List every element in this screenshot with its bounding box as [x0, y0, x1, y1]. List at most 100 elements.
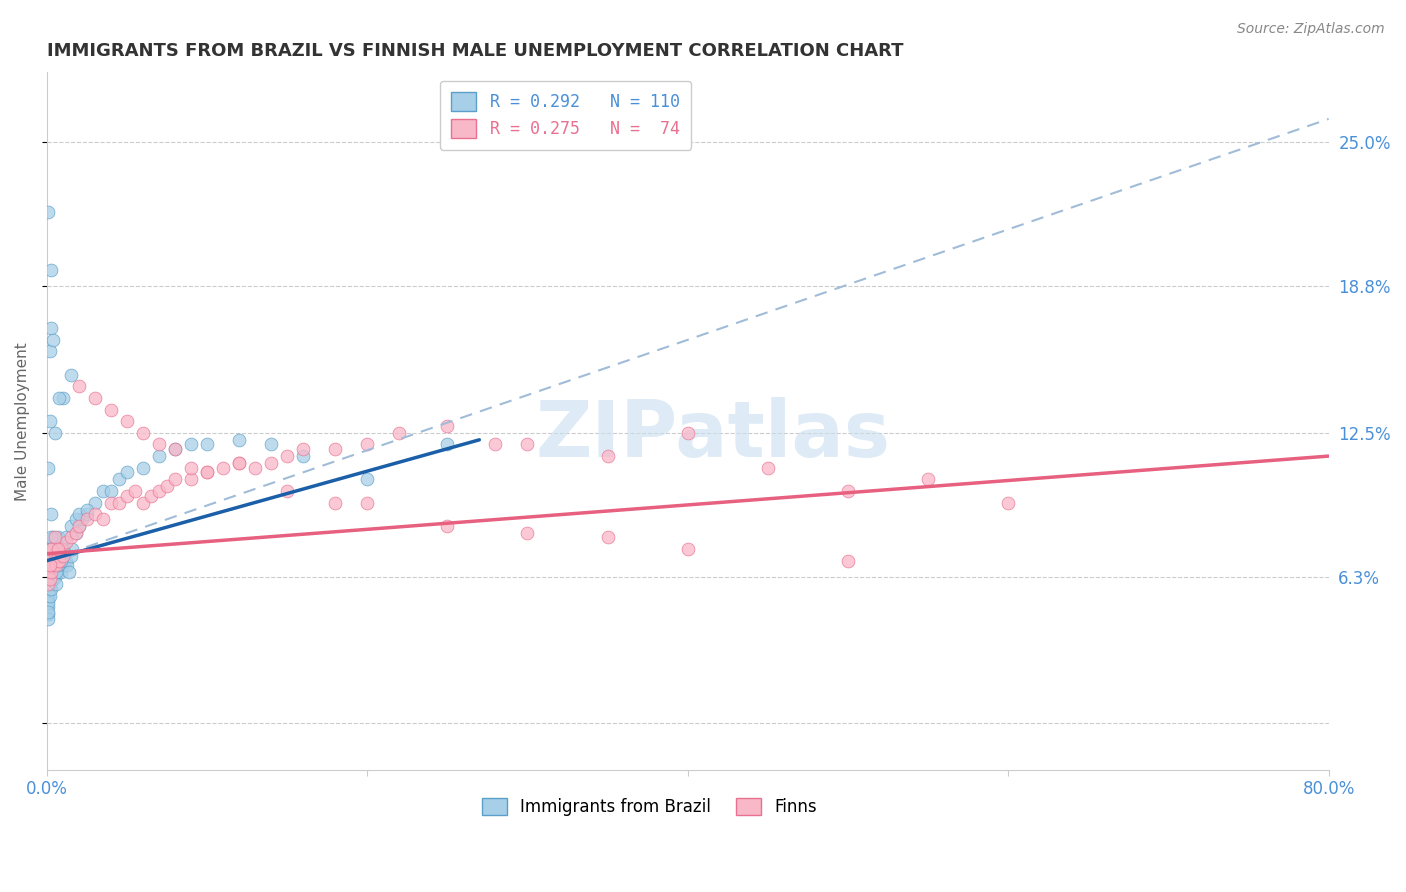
Point: [76, 507, 98, 521]
Point: [356, 495, 378, 509]
Point: [65, 512, 87, 526]
Point: [38, 560, 60, 574]
Point: [48, 391, 70, 405]
Point: [124, 483, 146, 498]
Point: [132, 460, 155, 475]
Point: [107, 495, 129, 509]
Point: [41, 566, 63, 580]
Point: [37, 582, 59, 596]
Point: [516, 525, 538, 540]
Point: [228, 433, 250, 447]
Point: [323, 442, 346, 456]
Text: IMMIGRANTS FROM BRAZIL VS FINNISH MALE UNEMPLOYMENT CORRELATION CHART: IMMIGRANTS FROM BRAZIL VS FINNISH MALE U…: [46, 42, 903, 60]
Point: [100, 495, 122, 509]
Point: [41, 531, 63, 545]
Point: [107, 472, 129, 486]
Point: [59, 519, 82, 533]
Point: [58, 566, 80, 580]
Point: [48, 549, 70, 563]
Point: [37, 570, 59, 584]
Point: [45, 542, 67, 557]
Point: [38, 577, 60, 591]
Point: [45, 558, 67, 573]
Point: [388, 425, 411, 440]
Point: [115, 466, 138, 480]
Point: [37, 577, 59, 591]
Point: [42, 558, 65, 573]
Point: [997, 495, 1019, 509]
Point: [37, 554, 59, 568]
Point: [55, 535, 77, 549]
Point: [276, 483, 298, 498]
Point: [436, 418, 458, 433]
Point: [44, 425, 66, 440]
Point: [228, 456, 250, 470]
Point: [48, 549, 70, 563]
Point: [46, 554, 69, 568]
Point: [38, 582, 60, 596]
Point: [37, 584, 59, 599]
Point: [37, 605, 59, 619]
Point: [148, 437, 170, 451]
Point: [37, 589, 59, 603]
Point: [37, 577, 59, 591]
Point: [42, 531, 65, 545]
Point: [139, 489, 162, 503]
Point: [76, 512, 98, 526]
Point: [67, 519, 90, 533]
Point: [38, 554, 60, 568]
Point: [37, 205, 59, 219]
Point: [163, 442, 186, 456]
Point: [41, 507, 63, 521]
Point: [37, 566, 59, 580]
Point: [91, 512, 114, 526]
Point: [37, 572, 59, 586]
Point: [44, 547, 66, 561]
Point: [38, 558, 60, 573]
Point: [67, 379, 90, 393]
Point: [41, 549, 63, 563]
Point: [516, 437, 538, 451]
Point: [436, 437, 458, 451]
Point: [292, 442, 315, 456]
Point: [45, 566, 67, 580]
Point: [49, 554, 72, 568]
Point: [41, 542, 63, 557]
Point: [195, 437, 218, 451]
Point: [41, 554, 63, 568]
Point: [38, 566, 60, 580]
Point: [52, 542, 75, 557]
Point: [44, 554, 66, 568]
Point: [323, 495, 346, 509]
Point: [243, 460, 266, 475]
Point: [132, 495, 155, 509]
Point: [91, 483, 114, 498]
Point: [38, 589, 60, 603]
Point: [100, 402, 122, 417]
Point: [41, 321, 63, 335]
Point: [52, 542, 75, 557]
Point: [148, 449, 170, 463]
Point: [52, 549, 75, 563]
Point: [67, 519, 90, 533]
Point: [44, 560, 66, 574]
Point: [38, 414, 60, 428]
Point: [37, 567, 59, 582]
Point: [837, 554, 859, 568]
Point: [42, 558, 65, 573]
Point: [52, 558, 75, 573]
Point: [46, 558, 69, 573]
Point: [180, 460, 202, 475]
Point: [37, 582, 59, 596]
Point: [46, 542, 69, 557]
Point: [48, 558, 70, 573]
Point: [76, 502, 98, 516]
Point: [44, 531, 66, 545]
Point: [37, 558, 59, 573]
Point: [49, 566, 72, 580]
Point: [260, 456, 283, 470]
Point: [55, 554, 77, 568]
Point: [148, 483, 170, 498]
Point: [100, 483, 122, 498]
Point: [37, 460, 59, 475]
